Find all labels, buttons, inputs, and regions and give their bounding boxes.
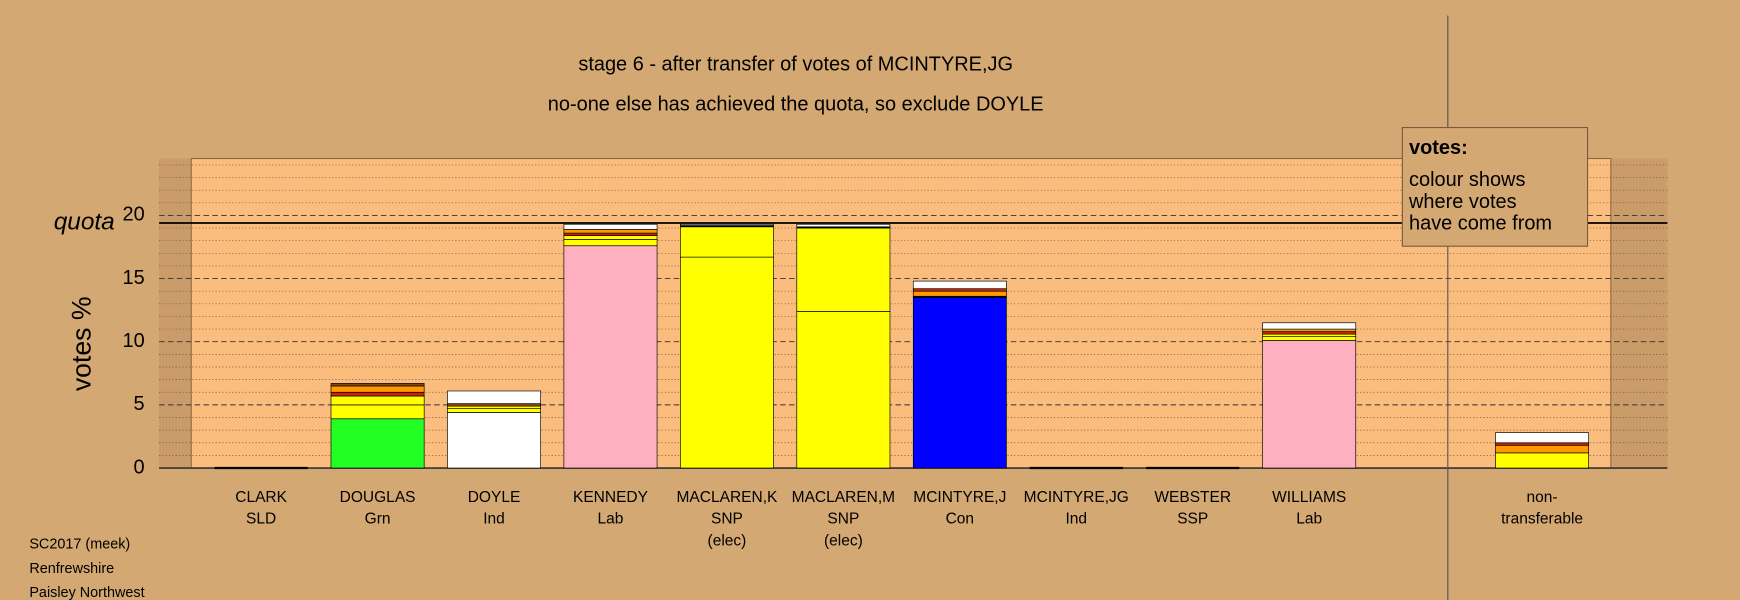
x-tick-label: Con bbox=[946, 511, 974, 528]
bar-segment bbox=[563, 223, 658, 230]
bar-segment bbox=[330, 385, 425, 393]
chart-title: stage 6 - after transfer of votes of MCI… bbox=[578, 54, 1013, 76]
bar-segment bbox=[447, 403, 541, 407]
legend-title: votes: bbox=[1409, 137, 1468, 159]
bar-segment bbox=[1262, 340, 1357, 469]
bar-segment bbox=[912, 288, 1007, 292]
x-tick-label: WILLIAMS bbox=[1272, 489, 1346, 506]
bar-segment bbox=[563, 235, 658, 240]
bar-segment bbox=[796, 223, 891, 228]
bar-segment bbox=[1262, 333, 1357, 338]
x-tick-label: MCINTYRE,J bbox=[913, 489, 1006, 506]
x-tick-label: SNP bbox=[827, 511, 859, 528]
bar-segment bbox=[1495, 442, 1590, 446]
quota-label: quota bbox=[54, 208, 115, 235]
x-tick-label: MCINTYRE,JG bbox=[1024, 489, 1129, 506]
x-tick-label: SSP bbox=[1177, 511, 1208, 528]
legend-line: have come from bbox=[1409, 212, 1552, 234]
bar-segment bbox=[912, 290, 1007, 297]
bar-segment bbox=[447, 390, 541, 404]
x-tick-label: SNP bbox=[711, 511, 743, 528]
y-tick-label: 5 bbox=[134, 393, 145, 415]
footer-line: Renfrewshire bbox=[29, 561, 114, 577]
bar-segment bbox=[796, 311, 891, 469]
bar-segment bbox=[1262, 331, 1357, 335]
x-tick-label: SLD bbox=[246, 511, 276, 528]
x-tick-label: Ind bbox=[483, 511, 505, 528]
x-tick-label: DOYLE bbox=[468, 489, 521, 506]
bar-segment bbox=[563, 245, 658, 469]
bar-segment bbox=[563, 239, 658, 247]
plot-area bbox=[190, 158, 1612, 469]
x-tick-label: KENNEDY bbox=[573, 489, 649, 506]
bar-segment bbox=[330, 404, 425, 420]
bar-segment bbox=[1262, 328, 1357, 332]
y-tick-label: 0 bbox=[134, 456, 145, 478]
footer-line: SC2017 (meek) bbox=[29, 536, 130, 552]
footer-line: Paisley Northwest bbox=[29, 585, 144, 600]
y-axis-label: votes % bbox=[67, 296, 97, 391]
y-tick-label: 15 bbox=[122, 267, 144, 289]
bar-segment bbox=[447, 412, 541, 469]
bar-segment bbox=[330, 391, 425, 397]
bar-segment bbox=[796, 227, 891, 312]
legend-line: colour shows bbox=[1409, 169, 1525, 191]
bar-segment bbox=[680, 223, 774, 226]
x-tick-label: Grn bbox=[365, 511, 391, 528]
x-tick-label: non- bbox=[1527, 489, 1558, 506]
legend-line: where votes bbox=[1408, 191, 1517, 213]
x-tick-label: WEBSTER bbox=[1154, 489, 1231, 506]
x-tick-label: (elec) bbox=[824, 532, 863, 549]
bar-segment bbox=[447, 408, 541, 413]
y-tick-label: 10 bbox=[122, 330, 144, 352]
x-tick-label: transferable bbox=[1501, 511, 1583, 528]
bar-segment bbox=[447, 405, 541, 409]
y-tick-label: 20 bbox=[122, 204, 144, 226]
x-tick-label: MACLAREN,M bbox=[792, 489, 895, 506]
bar-segment bbox=[680, 256, 774, 469]
bar-segment bbox=[1495, 432, 1590, 444]
bar-segment bbox=[1262, 322, 1357, 330]
bar-segment bbox=[330, 395, 425, 406]
x-tick-label: Ind bbox=[1065, 511, 1087, 528]
x-tick-label: (elec) bbox=[708, 532, 747, 549]
bar-segment bbox=[1495, 444, 1590, 454]
chart-subtitle: no-one else has achieved the quota, so e… bbox=[548, 94, 1044, 116]
bar-segment bbox=[912, 280, 1007, 290]
bar-segment bbox=[912, 297, 1007, 469]
bar-segment bbox=[563, 232, 658, 236]
bar-segment bbox=[1495, 452, 1590, 469]
bar-segment bbox=[563, 228, 658, 234]
x-tick-label: Lab bbox=[598, 511, 624, 528]
bar-segment bbox=[1262, 336, 1357, 341]
bar-segment bbox=[330, 418, 425, 469]
x-tick-label: DOUGLAS bbox=[340, 489, 416, 506]
x-tick-label: CLARK bbox=[235, 489, 287, 506]
bar-segment bbox=[680, 226, 774, 258]
x-tick-label: Lab bbox=[1296, 511, 1322, 528]
legend-box bbox=[1401, 126, 1589, 247]
x-tick-label: MACLAREN,K bbox=[676, 489, 778, 506]
bar-segment bbox=[330, 383, 425, 387]
